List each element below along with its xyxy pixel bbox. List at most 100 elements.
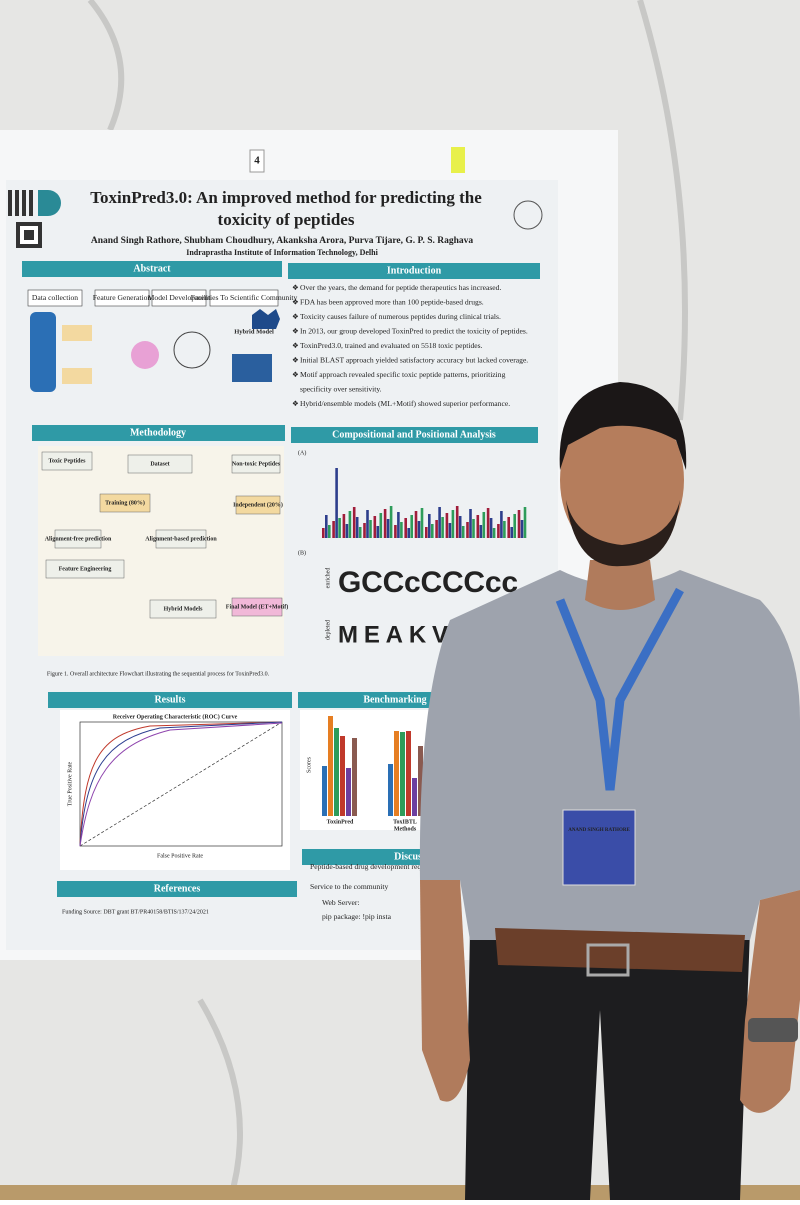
decor-bar bbox=[466, 522, 469, 538]
composition-chart bbox=[322, 468, 527, 538]
number-card bbox=[249, 149, 265, 173]
title: toxicity of peptides bbox=[218, 210, 355, 229]
decor-bar bbox=[348, 511, 352, 538]
decor-bar bbox=[407, 528, 410, 538]
decor-bar bbox=[517, 510, 521, 538]
decor-bar bbox=[412, 778, 417, 816]
decor-bar bbox=[352, 738, 357, 816]
decor-bar bbox=[322, 528, 325, 538]
flow-box bbox=[235, 495, 281, 515]
decor-bar bbox=[373, 516, 377, 538]
logo-label: enriched bbox=[325, 568, 331, 589]
decor-bar bbox=[322, 766, 327, 816]
decor-bar bbox=[451, 510, 455, 538]
bullet-mark: ❖ bbox=[292, 341, 299, 350]
flow-box bbox=[41, 451, 93, 471]
decor-bar bbox=[510, 527, 513, 538]
plot-frame bbox=[79, 721, 283, 847]
roc-curve bbox=[79, 721, 283, 847]
axis-label: Methods bbox=[394, 826, 417, 832]
decor-bar bbox=[355, 517, 359, 538]
logo bbox=[8, 190, 61, 248]
flowchart bbox=[38, 446, 284, 656]
decor-bar bbox=[352, 507, 356, 538]
icon bbox=[131, 341, 159, 369]
bullet-text: In 2013, our group developed ToxinPred t… bbox=[300, 326, 528, 335]
funding: Funding Source: DBT grant BT/PR40158/BTI… bbox=[62, 909, 209, 915]
decor-bar bbox=[513, 514, 516, 538]
section-heading: Benchmarking bbox=[363, 694, 426, 705]
decor-bar bbox=[334, 728, 339, 816]
section-heading: Compositional and Positional Analysis bbox=[332, 429, 496, 440]
decor-bar bbox=[345, 524, 349, 538]
bullet-text: Peptide-based drug development require bbox=[310, 862, 434, 871]
flow-box bbox=[231, 597, 283, 617]
decor-bar bbox=[479, 525, 483, 538]
bullet-text: pip package: !pip insta bbox=[322, 912, 392, 921]
decor-bar bbox=[486, 508, 490, 538]
section-bar bbox=[57, 881, 297, 897]
flow-label: Independent (20%) bbox=[233, 501, 283, 508]
step-box bbox=[151, 289, 207, 307]
decor-bar bbox=[438, 507, 441, 538]
decor-bar bbox=[338, 518, 341, 538]
axis-label: False Positive Rate bbox=[157, 853, 203, 859]
decor-bar bbox=[340, 736, 345, 816]
decor-bar bbox=[388, 764, 393, 816]
section-bar bbox=[48, 692, 292, 708]
flow-label: Hybrid Models bbox=[164, 606, 204, 612]
roc-curve bbox=[79, 722, 283, 847]
flow-box bbox=[99, 493, 151, 513]
person: ANAND SINGH RATHORE bbox=[419, 382, 800, 1200]
authors: Anand Singh Rathore, Shubham Choudhury, … bbox=[91, 236, 474, 246]
section-bar bbox=[32, 425, 285, 441]
group-label: ToxinPred bbox=[327, 819, 354, 825]
bullet-mark: ❖ bbox=[292, 283, 299, 292]
flow-label: Training (80%) bbox=[105, 499, 145, 506]
decor-bar bbox=[445, 513, 449, 538]
section-heading: Introduction bbox=[387, 265, 442, 276]
bullet-text: FDA has been approved more than 100 pept… bbox=[300, 297, 484, 306]
decor-bar bbox=[489, 518, 493, 538]
decor-bar bbox=[383, 509, 387, 538]
flow-label: Dataset bbox=[150, 461, 169, 467]
decor-bar bbox=[503, 521, 506, 538]
decor-bar bbox=[418, 746, 423, 816]
box bbox=[62, 368, 92, 384]
bullet-text: specificity over sensitivity. bbox=[300, 384, 382, 393]
flow-box bbox=[149, 599, 217, 619]
cloth-folds bbox=[87, 0, 688, 1201]
poster-number: 4 bbox=[254, 155, 260, 167]
decor-bar bbox=[369, 520, 372, 538]
decor-bar bbox=[404, 518, 407, 538]
decor-bar bbox=[342, 514, 346, 538]
decor-bar bbox=[410, 515, 413, 538]
bullet-mark: ❖ bbox=[292, 312, 299, 321]
decor-bar bbox=[394, 525, 397, 538]
flow-box bbox=[231, 454, 281, 474]
flow-label: Toxic Peptides bbox=[49, 458, 87, 464]
flow-box bbox=[45, 559, 125, 579]
computer-icon bbox=[232, 354, 272, 382]
bullet-text: Web Server: bbox=[322, 898, 360, 907]
bullet-text: ToxinPred3.0, trained and evaluated on 5… bbox=[300, 341, 483, 350]
decor-bar bbox=[414, 511, 418, 538]
group-label: ToxIBTL bbox=[393, 819, 417, 825]
decor-bar bbox=[363, 523, 366, 538]
sequence-logo: GCCcCCCcc bbox=[338, 566, 518, 599]
sequence-logo: MEAKV bbox=[338, 621, 448, 648]
decor-bar bbox=[389, 506, 393, 538]
flow-box bbox=[155, 529, 207, 549]
decor-bar bbox=[482, 512, 486, 538]
sticky-note bbox=[451, 147, 465, 173]
panel-label: (B) bbox=[298, 549, 306, 556]
flow-label: Final Model (ET+Motif) bbox=[226, 603, 288, 610]
bullet-text: Over the years, the demand for peptide t… bbox=[300, 283, 501, 292]
decor-bar bbox=[366, 510, 369, 538]
roc-curve bbox=[79, 721, 283, 847]
decor-bar bbox=[431, 524, 434, 538]
flow-label: Alignment-based prediction bbox=[145, 536, 217, 542]
decor-bar bbox=[523, 507, 527, 538]
decor-bar bbox=[328, 525, 331, 538]
bullet-mark: ❖ bbox=[292, 370, 299, 379]
